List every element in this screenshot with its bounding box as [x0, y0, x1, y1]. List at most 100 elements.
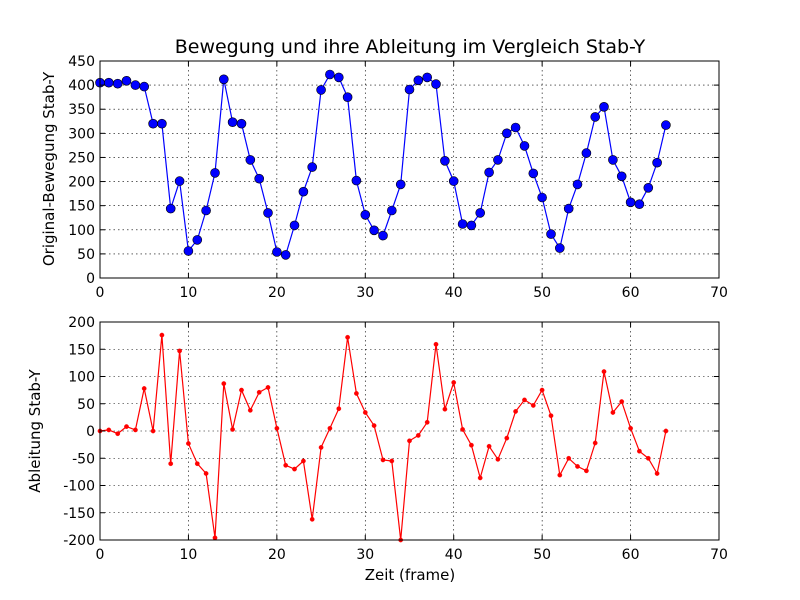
data-point	[510, 122, 521, 133]
data-point	[395, 179, 406, 190]
x-tick-label: 40	[445, 547, 463, 563]
data-point	[354, 391, 359, 396]
data-point	[431, 79, 441, 89]
data-point	[236, 118, 247, 129]
data-point	[493, 155, 503, 165]
data-point	[522, 397, 527, 403]
data-point	[186, 441, 191, 446]
data-point	[590, 112, 601, 122]
y-tick-label: -50	[72, 451, 95, 467]
data-point	[104, 77, 114, 88]
y-tick-label: 100	[68, 223, 95, 239]
data-point	[637, 448, 642, 454]
x-tick-label: 10	[180, 547, 198, 563]
data-point	[528, 168, 539, 179]
top-y-axis-label: Original-Bewegung Stab-Y	[40, 71, 58, 266]
data-point	[369, 225, 379, 236]
data-point	[256, 389, 262, 395]
data-point	[475, 208, 486, 218]
data-point	[572, 179, 583, 190]
data-point	[546, 229, 556, 239]
data-point	[115, 431, 121, 437]
data-point	[360, 210, 371, 220]
y-tick-label: 200	[68, 175, 95, 191]
data-point	[159, 332, 165, 338]
data-point	[351, 175, 362, 186]
data-point	[581, 148, 592, 158]
y-tick-label: 0	[86, 424, 95, 440]
y-tick-label: 50	[77, 247, 95, 263]
bottom-ticks: 0 10 20 30 40 50 60 70 -200 -150 -100 -50 0 50 100 150 2…	[63, 315, 728, 563]
x-tick-label: 30	[356, 285, 374, 301]
data-point	[566, 455, 572, 461]
x-tick-label: 70	[710, 285, 728, 301]
data-point	[227, 117, 238, 127]
data-point	[537, 192, 547, 203]
y-tick-label: 0	[86, 271, 95, 287]
bottom-x-axis-label: Zeit (frame)	[365, 566, 456, 584]
x-tick-label: 20	[268, 285, 286, 301]
data-point	[495, 456, 501, 462]
data-point	[599, 102, 609, 112]
bottom-series-points	[97, 332, 669, 543]
data-point	[619, 399, 625, 404]
data-point	[584, 468, 589, 474]
data-point	[625, 197, 636, 208]
data-point	[247, 407, 253, 413]
data-point	[362, 410, 368, 415]
bottom-subplot: Zeit (frame) Ableitung Stab-Y 0 10 20 30 40 5…	[26, 315, 728, 584]
data-point	[504, 435, 510, 441]
y-tick-label: 400	[68, 78, 95, 94]
data-point	[563, 203, 574, 214]
top-ticks: 0 10 20 30 40 50 60 70 0 50 100 150 200 250 300 350 400 4…	[68, 54, 728, 301]
data-point	[141, 386, 147, 391]
data-point	[148, 118, 158, 129]
data-point	[663, 428, 669, 434]
data-point	[440, 156, 450, 166]
data-point	[652, 157, 662, 168]
data-point	[298, 186, 309, 197]
data-point	[192, 235, 203, 245]
y-tick-label: -150	[63, 506, 95, 522]
data-point	[457, 219, 468, 229]
data-point	[265, 385, 271, 390]
data-point	[283, 462, 289, 468]
x-tick-label: 70	[710, 547, 728, 563]
data-point	[133, 427, 138, 433]
data-point	[201, 205, 211, 216]
x-tick-label: 60	[622, 547, 640, 563]
data-point	[645, 455, 651, 461]
data-point	[272, 247, 282, 257]
y-tick-label: 100	[68, 370, 95, 386]
data-point	[210, 168, 220, 178]
data-point	[513, 409, 518, 414]
data-point	[194, 461, 200, 467]
data-point	[183, 246, 194, 256]
data-point	[378, 230, 388, 241]
data-point	[469, 442, 474, 448]
y-tick-label: 150	[68, 342, 95, 358]
data-point	[466, 220, 477, 231]
data-point	[477, 475, 483, 481]
data-point	[292, 466, 297, 472]
y-tick-label: 250	[68, 150, 95, 166]
data-point	[336, 406, 342, 412]
x-tick-label: 20	[268, 547, 286, 563]
data-point	[501, 128, 512, 139]
chart-title: Bewegung und ihre Ableitung im Vergleich…	[175, 36, 646, 58]
data-point	[424, 419, 430, 425]
data-point	[433, 341, 439, 347]
data-point	[289, 220, 300, 231]
data-point	[407, 438, 412, 444]
data-point	[177, 348, 182, 354]
data-point	[327, 425, 333, 431]
x-tick-label: 0	[96, 285, 105, 301]
data-point	[530, 403, 536, 408]
data-point	[316, 85, 326, 95]
data-point	[386, 205, 397, 216]
data-point	[451, 380, 457, 385]
data-point	[165, 203, 176, 214]
data-point	[174, 176, 185, 186]
data-point	[301, 458, 306, 464]
